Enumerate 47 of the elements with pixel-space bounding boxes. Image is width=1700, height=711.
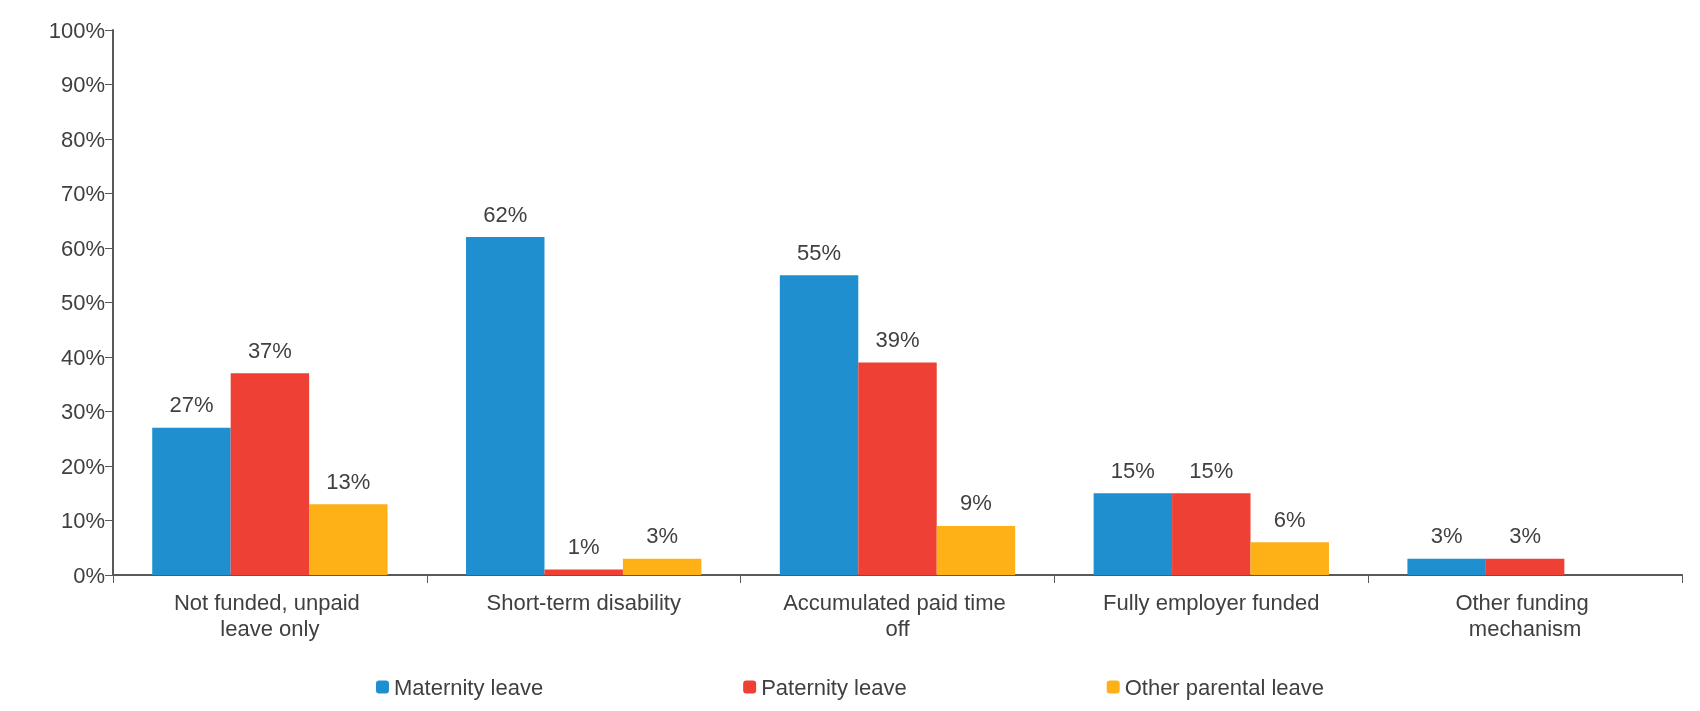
bar [622,558,702,575]
bar [152,427,231,575]
bar [466,237,545,575]
data-label: 6% [1273,506,1306,532]
x-tick-label: Accumulated paid time off [783,589,1012,641]
y-tick-label: 30% [60,399,105,424]
data-label: 15% [1189,457,1234,483]
x-tick-label: Short-term disability [486,589,681,615]
data-label: 3% [646,523,679,549]
data-label: 37% [247,337,292,363]
y-tick-label: 20% [60,453,105,479]
data-label: 9% [960,490,992,516]
bar [1093,493,1173,575]
y-tick-label: 60% [60,235,105,261]
y-tick-label: 10% [60,508,105,533]
x-tick-label: Fully employer funded [1103,589,1320,615]
data-label: 55% [797,239,842,265]
y-tick-label: 50% [60,290,105,315]
legend-label: Maternity leave [393,674,544,700]
bar [858,362,937,575]
y-tick-label: 80% [60,126,105,152]
y-tick-label: 100% [48,17,105,43]
data-label: 62% [483,201,528,227]
x-tick-label: Other funding mechanism [1455,589,1595,641]
bar [936,525,1016,575]
data-label: 3% [1430,523,1463,549]
legend-label: Other parental leave [1124,674,1325,700]
bar [544,569,623,575]
y-tick-label: 90% [60,72,105,97]
data-label: 27% [169,392,214,418]
x-tick-label: Not funded, unpaid leave only [173,589,366,641]
y-tick-label: 0% [73,562,105,588]
data-label: 1% [567,534,600,560]
bar [779,275,859,575]
bar [1250,542,1329,575]
data-label: 3% [1509,523,1541,549]
bar [1407,558,1486,575]
bar [230,373,310,575]
data-label: 15% [1110,457,1155,483]
y-tick-label: 40% [60,344,105,370]
bar [1172,493,1251,575]
data-label: 13% [326,468,371,494]
legend-label: Paternity leave [761,674,907,700]
y-tick-label: 70% [60,181,105,206]
data-label: 39% [875,326,920,352]
bar [309,504,388,575]
bar [1485,558,1565,575]
